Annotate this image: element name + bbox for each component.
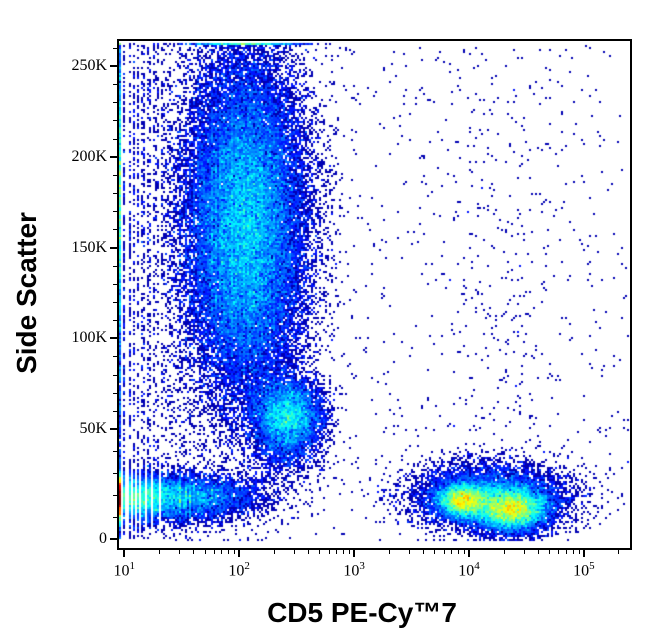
x-axis-minor-tick	[503, 550, 505, 554]
y-axis-major-tick	[110, 428, 117, 430]
y-axis-minor-tick	[113, 174, 117, 176]
y-axis-minor-tick	[113, 473, 117, 474]
x-axis-minor-tick	[293, 550, 295, 554]
y-axis-minor-tick	[113, 356, 117, 358]
x-axis-major-tick	[353, 550, 356, 557]
x-tick-label: 102	[228, 560, 250, 580]
x-axis-minor-tick	[457, 550, 459, 554]
x-axis-major-tick	[238, 550, 241, 557]
x-axis-minor-tick	[213, 550, 215, 554]
y-axis-minor-tick	[113, 392, 117, 394]
x-tick-label: 104	[458, 560, 480, 580]
y-axis-minor-tick	[113, 283, 117, 285]
x-axis-minor-tick	[308, 550, 310, 554]
x-axis-minor-tick	[451, 550, 453, 554]
x-axis-minor-tick	[443, 550, 445, 554]
x-axis-minor-tick	[228, 550, 230, 554]
x-axis-minor-tick	[558, 550, 560, 554]
y-axis-minor-tick	[113, 211, 117, 213]
y-tick-label: 0	[99, 530, 107, 547]
x-axis-minor-tick	[523, 550, 525, 554]
y-axis-minor-tick	[113, 102, 117, 104]
y-tick-label: 50K	[79, 420, 107, 437]
x-axis-minor-tick	[423, 550, 425, 554]
x-axis-minor-tick	[408, 550, 410, 554]
x-axis-major-tick	[582, 550, 585, 557]
y-axis-major-tick	[110, 538, 117, 540]
y-axis-major-tick	[110, 155, 117, 158]
y-axis-minor-tick	[113, 120, 117, 122]
x-axis-minor-tick	[193, 550, 195, 554]
x-axis-minor-tick	[388, 550, 390, 554]
x-axis-minor-tick	[348, 550, 350, 554]
y-axis-title: Side Scatter	[11, 212, 42, 374]
y-tick-label: 100K	[71, 329, 107, 347]
x-axis-major-tick	[123, 550, 126, 557]
x-axis-minor-tick	[342, 550, 344, 554]
x-axis-minor-tick	[179, 550, 181, 554]
y-axis-minor-tick	[113, 320, 117, 322]
x-axis-minor-tick	[538, 550, 540, 554]
x-axis-minor-tick	[336, 550, 338, 554]
y-axis-minor-tick	[113, 265, 117, 267]
x-axis-minor-tick	[572, 550, 574, 554]
y-axis-minor-tick	[113, 229, 117, 231]
x-axis-minor-tick	[549, 550, 551, 554]
y-axis-major-tick	[110, 65, 117, 67]
x-tick-label: 101	[113, 560, 136, 580]
x-axis-minor-tick	[618, 550, 620, 554]
y-axis-minor-tick	[113, 374, 117, 376]
x-axis-minor-tick	[221, 550, 223, 554]
scatter-density-canvas	[119, 41, 632, 548]
x-axis-minor-tick	[204, 550, 206, 554]
x-axis-minor-tick	[566, 550, 568, 554]
x-axis-minor-tick	[158, 550, 160, 554]
x-axis-minor-tick	[273, 550, 275, 554]
y-axis-minor-tick	[113, 47, 117, 49]
y-axis-minor-tick	[113, 517, 117, 518]
x-axis-minor-tick	[463, 550, 465, 554]
y-axis-minor-tick	[113, 301, 117, 303]
y-axis-minor-tick	[113, 193, 117, 195]
x-tick-label: 103	[343, 560, 365, 580]
x-axis-minor-tick	[578, 550, 580, 554]
x-axis-minor-tick	[434, 550, 436, 554]
x-axis-minor-tick	[319, 550, 321, 554]
x-axis-title: CD5 PE-Cy™7	[267, 597, 457, 628]
y-tick-label: 200K	[71, 147, 107, 165]
y-axis-major-tick	[110, 337, 117, 340]
y-axis-minor-tick	[113, 138, 117, 140]
x-axis-minor-tick	[233, 550, 235, 554]
x-axis-major-tick	[467, 550, 470, 557]
x-tick-label: 105	[573, 560, 595, 580]
y-tick-label: 250K	[71, 57, 107, 74]
y-axis-minor-tick	[113, 495, 117, 496]
y-axis-minor-tick	[113, 410, 117, 412]
y-axis-major-tick	[110, 246, 117, 249]
y-axis-minor-tick	[113, 84, 117, 86]
x-axis-minor-tick	[328, 550, 330, 554]
y-axis-minor-tick	[113, 451, 117, 452]
y-tick-label: 150K	[71, 238, 107, 256]
